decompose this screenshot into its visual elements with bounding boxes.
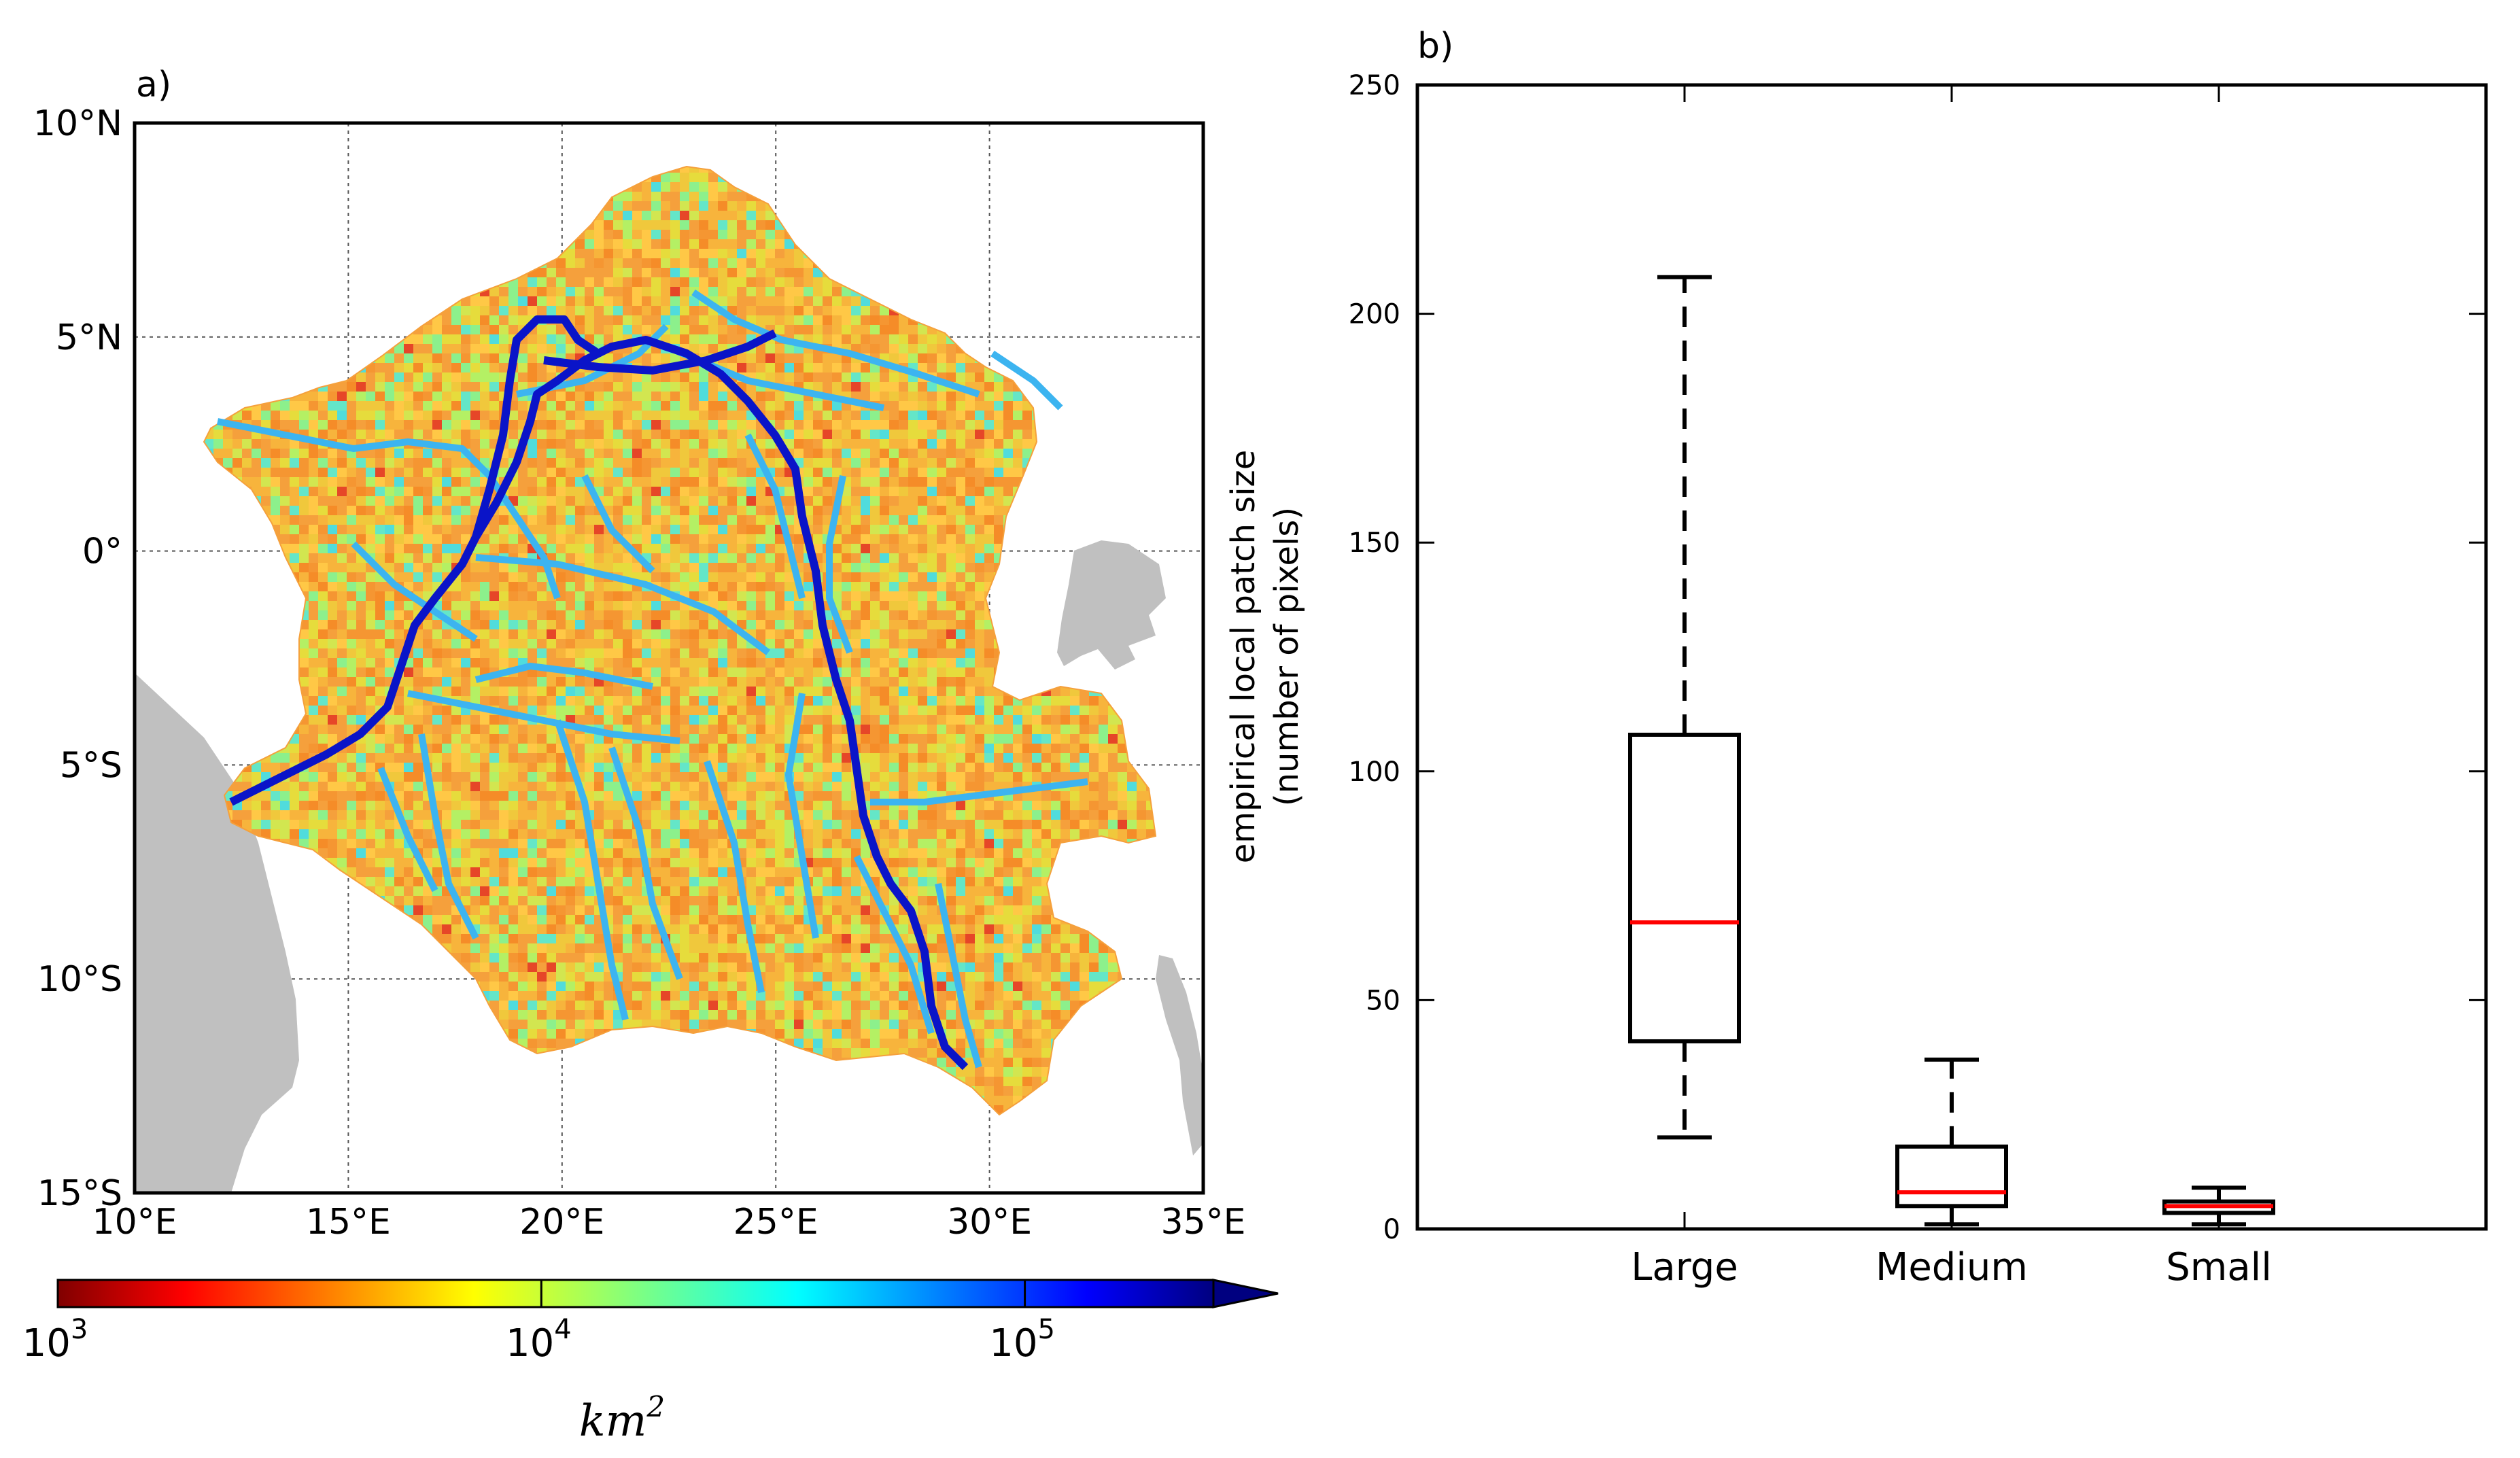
panel-b-label: b) — [1417, 26, 1453, 67]
colorbar-ticks: 103 104 105 — [22, 1280, 1055, 1366]
tributary — [608, 746, 683, 980]
tributary — [377, 767, 438, 892]
lon-tick-label: 25°E — [733, 1202, 818, 1243]
boxplots — [1628, 275, 2275, 1227]
lat-tick-label: 5°N — [56, 317, 122, 358]
colorbar-tick-label: 103 — [22, 1314, 88, 1366]
y-tick-label: 250 — [1349, 70, 1400, 101]
tributary — [475, 554, 770, 655]
lat-tick-label: 10°S — [37, 959, 122, 1000]
tributary — [217, 418, 492, 479]
iqr-box — [1895, 1144, 2008, 1209]
tributary — [853, 854, 935, 1035]
river-network — [217, 289, 1088, 1071]
tributary — [704, 760, 765, 993]
map-area — [135, 123, 1203, 1193]
box-large — [1628, 275, 1741, 1140]
colorbar-extend-arrow — [1212, 1279, 1279, 1308]
lon-tick-label: 30°E — [947, 1202, 1032, 1243]
x-tick-label: Large — [1631, 1245, 1738, 1289]
iqr-box — [1628, 732, 1741, 1043]
lat-tick-label: 5°S — [60, 745, 122, 786]
basin-outline — [203, 165, 1157, 1116]
lat-tick-label: 15°S — [37, 1173, 122, 1214]
map-frame — [133, 121, 1205, 1195]
panel-b: b) 0 50 100 150 200 250 Large Medium Small empi… — [1224, 26, 2488, 1289]
lon-tick-label: 10°E — [92, 1202, 177, 1243]
tributary — [474, 663, 653, 690]
longitude-tick-labels: 10°E 15°E 20°E 25°E 30°E 35°E — [92, 1202, 1245, 1243]
tributary — [990, 350, 1063, 411]
main-river — [472, 315, 601, 538]
colorbar-tick-label: 104 — [506, 1314, 572, 1366]
plot-frame — [1415, 83, 2488, 1231]
colorbar: 103 104 105 km2 — [22, 1279, 1279, 1446]
tributary — [407, 690, 680, 744]
colorbar-gradient — [58, 1280, 1213, 1307]
y-axis-label: empirical local patch size (number of pix… — [1224, 450, 1306, 864]
x-tick-label: Small — [2166, 1245, 2272, 1289]
colorbar-unit-label: km2 — [579, 1390, 665, 1446]
box-small — [2162, 1185, 2275, 1227]
panel-a-label: a) — [136, 65, 171, 105]
main-river — [543, 329, 777, 375]
lat-tick-label: 10°N — [33, 103, 122, 144]
lon-tick-label: 35°E — [1160, 1202, 1245, 1243]
lon-tick-label: 20°E — [519, 1202, 604, 1243]
panel-a: a) 10°N 5°N 0° 5°S 10°S 15°S 10°E 15°E 20°E 25°E… — [22, 65, 1279, 1446]
tributary — [554, 719, 629, 1021]
box-medium — [1895, 1057, 2008, 1227]
tributary — [418, 733, 479, 940]
y-tick-label: 50 — [1366, 985, 1400, 1016]
tributary — [870, 778, 1088, 805]
tributary — [581, 474, 655, 574]
x-tick-label: Medium — [1876, 1245, 2028, 1289]
lake-tanganyika-land — [1156, 955, 1203, 1156]
y-tick-label: 150 — [1349, 527, 1400, 559]
lon-tick-label: 15°E — [306, 1202, 391, 1243]
tributary — [826, 475, 853, 654]
tributary — [744, 433, 806, 600]
latitude-tick-labels: 10°N 5°N 0° 5°S 10°S 15°S — [33, 103, 122, 1214]
tributary — [351, 541, 478, 642]
lake-victoria-land — [1057, 540, 1166, 670]
y-tick-label: 0 — [1383, 1214, 1400, 1245]
atlantic-coast-land — [135, 673, 299, 1193]
lat-tick-label: 0° — [82, 532, 122, 572]
x-axis-ticks: Large Medium Small — [1631, 85, 2272, 1289]
tributary — [935, 883, 982, 1069]
colorbar-tick-label: 105 — [989, 1314, 1055, 1366]
y-tick-label: 200 — [1349, 299, 1400, 330]
tributary — [785, 693, 819, 939]
tributary — [691, 289, 980, 398]
y-axis-ticks: 0 50 100 150 200 250 — [1349, 70, 2486, 1245]
main-river — [229, 336, 969, 1071]
y-tick-label: 100 — [1349, 757, 1400, 788]
